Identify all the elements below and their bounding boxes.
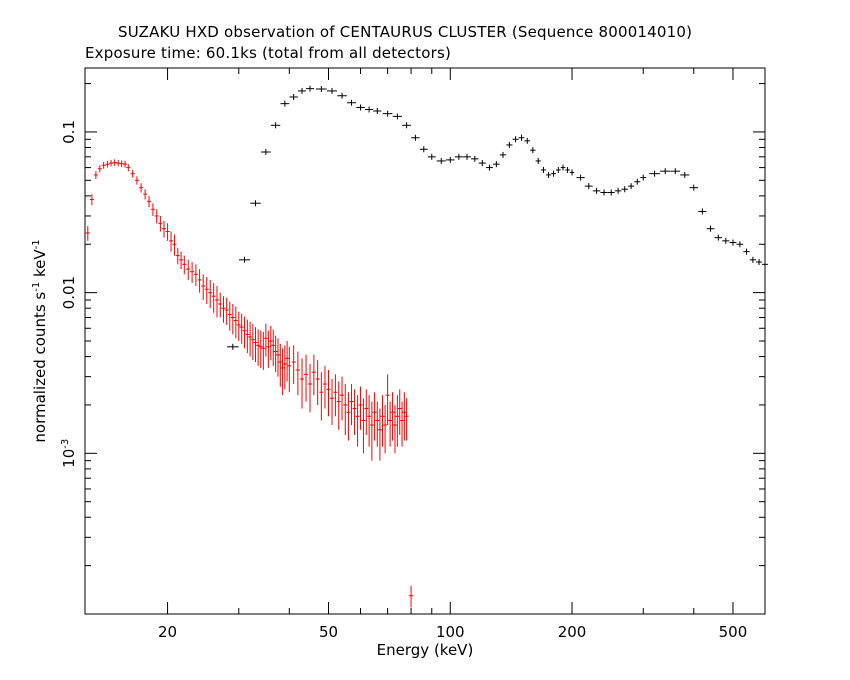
x-axis-title: Energy (keV) (377, 641, 474, 659)
y-axis-title-sup2: -1 (31, 239, 42, 249)
plot-frame (84, 67, 766, 615)
y-tick-label-main: 0.1 (60, 120, 78, 144)
y-axis-ticks: 0.1 0.01 10-3 (60, 83, 765, 615)
chart-title: SUZAKU HXD observation of CENTAURUS CLUS… (118, 23, 693, 41)
y-tick-label: 0.01 (60, 276, 78, 309)
x-tick-label: 50 (319, 623, 338, 641)
y-tick-label-main: 0.01 (60, 276, 78, 309)
data-series-layer (85, 85, 768, 608)
y-tick-label: 10-3 (60, 439, 78, 468)
y-tick-label-main: 10 (60, 449, 78, 468)
y-tick-label-exp: -3 (60, 439, 71, 449)
y-axis-title: normalized counts s-1 keV-1 (31, 239, 49, 442)
x-tick-label: 20 (158, 623, 177, 641)
x-axis-ticks: 20 50 100 200 500 (158, 68, 766, 641)
x-tick-label: 500 (719, 623, 748, 641)
y-axis-title-mid: keV (31, 249, 49, 282)
chart-subtitle: Exposure time: 60.1ks (total from all de… (85, 44, 452, 62)
y-tick-label: 0.1 (60, 120, 78, 144)
y-axis-title-main: normalized counts s (31, 292, 49, 443)
series-2 (226, 85, 768, 350)
y-axis-title-sup1: -1 (31, 282, 42, 292)
x-tick-label: 200 (558, 623, 587, 641)
x-tick-label: 100 (436, 623, 465, 641)
series-1 (85, 159, 414, 608)
